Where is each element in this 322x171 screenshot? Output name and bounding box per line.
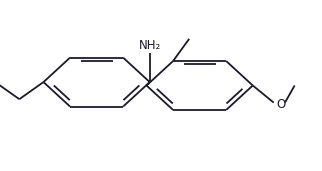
Text: NH₂: NH₂: [138, 39, 161, 52]
Text: O: O: [276, 98, 286, 111]
